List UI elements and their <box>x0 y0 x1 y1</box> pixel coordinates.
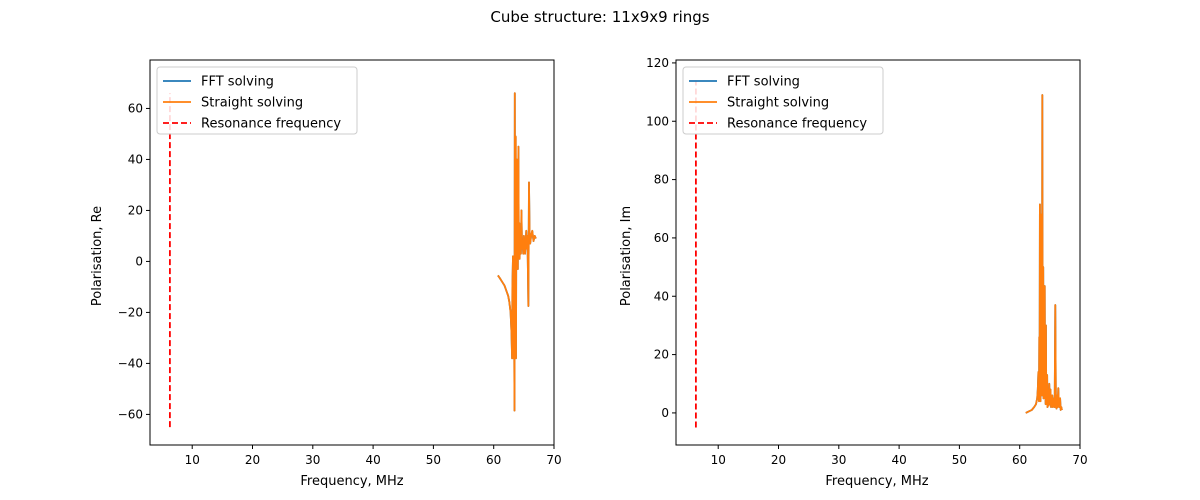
x-tick-label: 60 <box>1012 453 1027 467</box>
y-tick-label: 80 <box>654 173 669 187</box>
legend-box <box>682 66 884 135</box>
legend-entry-resonance-frequency-label: Resonance frequency <box>727 117 867 132</box>
figure-title: Cube structure: 11x9x9 rings <box>490 8 709 26</box>
x-tick-label: 30 <box>831 453 846 467</box>
x-tick-label: 20 <box>245 453 260 467</box>
chart-panel-imag: Frequency, MHz Polarisation, Im 10 20 30 40… <box>619 56 1088 489</box>
plot-area <box>694 80 1063 428</box>
x-tick-label: 70 <box>1072 453 1087 467</box>
x-tick-label: 40 <box>891 453 906 467</box>
y-axis-label: Polarisation, Im <box>619 206 634 306</box>
series-line-straight-solving <box>1025 94 1063 414</box>
x-tick-label: 70 <box>546 453 561 467</box>
x-tick-label: 30 <box>305 453 320 467</box>
series-line-straight-solving <box>497 92 537 412</box>
x-axis-label: Frequency, MHz <box>825 474 928 489</box>
plot-area <box>168 92 537 428</box>
x-tick-label: 20 <box>771 453 786 467</box>
axes-frame <box>149 59 555 446</box>
legend-entry-straight-solving-label: Straight solving <box>201 96 303 111</box>
y-axis-label: Polarisation, Re <box>90 206 105 306</box>
x-tick-label: 50 <box>426 453 441 467</box>
legend-entry-resonance-frequency-label: Resonance frequency <box>201 117 341 132</box>
y-tick-label: −20 <box>118 305 143 319</box>
legend: FFT solving Straight solving Resonance fre… <box>682 66 884 135</box>
y-tick-label: 120 <box>646 56 669 70</box>
x-tick-label: 10 <box>711 453 726 467</box>
x-tick-label: 60 <box>486 453 501 467</box>
x-axis-label: Frequency, MHz <box>300 474 403 489</box>
y-tick-label: −40 <box>118 356 143 370</box>
legend-box <box>156 66 358 135</box>
legend-entry-straight-solving-label: Straight solving <box>727 96 829 111</box>
y-tick-label: 0 <box>135 254 143 268</box>
y-tick-label: 20 <box>128 203 143 217</box>
legend: FFT solving Straight solving Resonance fre… <box>156 66 358 135</box>
x-tick-label: 40 <box>365 453 380 467</box>
y-tick-label: 40 <box>128 152 143 166</box>
y-tick-label: 0 <box>661 406 669 420</box>
y-tick-label: 40 <box>654 289 669 303</box>
y-tick-label: −60 <box>118 407 143 421</box>
x-tick-label: 10 <box>185 453 200 467</box>
y-tick-label: 60 <box>654 231 669 245</box>
x-tick-label: 50 <box>952 453 967 467</box>
legend-entry-fft-solving-label: FFT solving <box>727 75 800 90</box>
legend-entry-fft-solving-label: FFT solving <box>201 75 274 90</box>
axes-frame <box>675 59 1081 446</box>
y-tick-label: 20 <box>654 348 669 362</box>
y-tick-label: 60 <box>128 101 143 115</box>
chart-panel-real: Frequency, MHz Polarisation, Re 10 20 30 40… <box>90 59 562 489</box>
y-tick-label: 100 <box>646 114 669 128</box>
